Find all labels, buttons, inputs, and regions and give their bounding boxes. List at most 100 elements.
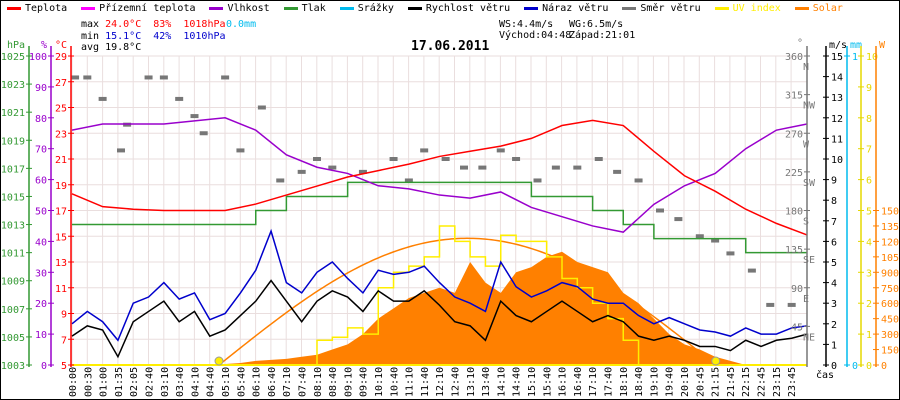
x-tick-label: 19:40 xyxy=(665,367,676,397)
x-tick-label: 01:00 xyxy=(99,367,110,397)
solar-axis-tick-label: 1200 xyxy=(881,237,899,248)
direction-axis-tick-label: 135 xyxy=(785,245,803,256)
humidity-axis-tick-label: 30 xyxy=(35,268,47,279)
wind-axis-unit: m/s xyxy=(829,40,847,51)
wind-direction-mark xyxy=(613,169,622,174)
wind-direction-mark xyxy=(144,75,153,80)
temperature-axis-tick-label: 7 xyxy=(61,335,67,346)
x-tick-label: 05:10 xyxy=(221,367,232,397)
solar-axis-tick-label: 150 xyxy=(881,346,899,357)
humidity-axis-tick-label: 20 xyxy=(35,299,47,310)
sunset-marker xyxy=(711,356,721,366)
legend-label: Teplota xyxy=(25,3,68,14)
x-tick-label: 12:40 xyxy=(451,367,462,397)
humidity-axis-tick-label: 70 xyxy=(35,145,47,156)
wind-direction-mark xyxy=(460,165,468,170)
x-tick-label: 18:40 xyxy=(634,367,645,397)
temperature-axis-tick-label: 21 xyxy=(55,155,67,166)
stats-max-row: max 24.0°C 83% 1018hPa xyxy=(81,19,226,30)
rain-axis-unit: mm xyxy=(850,40,862,51)
wind-speed-line xyxy=(71,279,808,359)
uv-axis-tick-label: 4 xyxy=(866,237,872,248)
temperature-axis-tick-label: 23 xyxy=(55,129,67,140)
pressure-axis-tick-label: 1005 xyxy=(1,333,25,344)
clear-sky-curve xyxy=(218,237,716,366)
humidity-axis-tick-label: 0 xyxy=(41,361,47,372)
legend-label: Směr větru xyxy=(640,3,701,14)
direction-label: W xyxy=(803,139,810,150)
wind-direction-mark xyxy=(190,114,199,119)
temperature-axis-tick-label: 15 xyxy=(55,232,67,243)
legend-label: Solar xyxy=(812,3,843,14)
wind-axis-tick-label: 15 xyxy=(831,52,843,63)
temperature-line xyxy=(71,119,808,236)
wind-axis-tick-label: 11 xyxy=(831,134,843,145)
sunrise: Východ:04:48 xyxy=(499,30,572,41)
direction-axis-tick-label: 180 xyxy=(785,207,803,218)
x-tick-label: 02:05 xyxy=(129,367,140,397)
pressure-axis-tick-label: 1009 xyxy=(1,277,25,288)
max-temp: 24.0°C xyxy=(105,19,142,30)
x-tick-label: 08:10 xyxy=(313,367,324,397)
x-tick-label: 14:10 xyxy=(496,367,507,397)
stats-min-row: min 15.1°C 42% 1010hPa xyxy=(81,31,226,42)
x-tick-label: 10:40 xyxy=(389,367,400,397)
uv-axis-tick-label: 5 xyxy=(866,207,872,218)
x-tick-label: 21:15 xyxy=(711,367,722,397)
rain-total: 0.0mm xyxy=(226,19,257,30)
avg-temp: 19.8°C xyxy=(105,42,142,53)
legend-label: Vlhkost xyxy=(227,3,270,14)
temperature-axis-tick-label: 13 xyxy=(55,258,67,269)
wind-axis-tick-label: 13 xyxy=(831,93,843,104)
legend-label: UV index xyxy=(732,3,781,14)
wind-direction-mark xyxy=(98,96,107,101)
x-tick-label: 16:10 xyxy=(558,367,569,397)
solar-axis-tick-label: 1350 xyxy=(881,222,899,233)
direction-axis-tick-label: 90 xyxy=(791,284,803,295)
x-tick-label: 13:40 xyxy=(481,367,492,397)
pressure-axis-tick-label: 1007 xyxy=(1,305,25,316)
rain-axis-tick-label: 0 xyxy=(852,361,858,372)
wind-direction-mark xyxy=(695,234,704,239)
humidity-axis-tick-label: 80 xyxy=(35,114,47,125)
x-tick-label: 05:40 xyxy=(236,367,247,397)
min-humidity: 42% xyxy=(153,31,172,42)
min-pressure: 1010hPa xyxy=(183,31,226,42)
x-tick-label: 04:10 xyxy=(190,367,201,397)
wind-direction-mark xyxy=(199,131,208,136)
x-tick-label: 23:45 xyxy=(787,367,798,397)
legend-swatch xyxy=(622,7,637,10)
wind-direction-mark xyxy=(573,165,582,170)
solar-axis-unit: W xyxy=(879,40,886,51)
x-tick-label: 06:40 xyxy=(267,367,278,397)
wind-direction-mark xyxy=(711,238,720,243)
wind-direction-mark xyxy=(656,208,664,213)
x-tick-label: 09:40 xyxy=(359,367,370,397)
x-tick-label: 22:45 xyxy=(757,367,768,397)
x-tick-label: 15:10 xyxy=(527,367,538,397)
direction-label: SW xyxy=(803,178,816,189)
wind-direction-mark xyxy=(117,148,125,153)
wind-axis-tick-label: 14 xyxy=(831,73,843,84)
uv-axis-tick-label: 9 xyxy=(866,83,872,94)
pressure-axis-tick-label: 1017 xyxy=(1,164,25,175)
legend-item: Náraz větru xyxy=(524,3,608,14)
legend-item: UV index xyxy=(714,3,781,14)
legend-item: Přízemní teplota xyxy=(81,3,195,14)
pressure-axis-tick-label: 1019 xyxy=(1,136,25,147)
legend-swatch xyxy=(283,7,298,10)
x-tick-label: 23:15 xyxy=(772,367,783,397)
x-tick-label: 03:10 xyxy=(160,367,171,397)
wind-direction-mark xyxy=(478,165,487,170)
uv-axis-tick-label: 3 xyxy=(866,268,872,279)
wind-axis-tick-label: 4 xyxy=(831,279,837,290)
legend-item: Teplota xyxy=(7,3,67,14)
temperature-axis-tick-label: 9 xyxy=(61,310,67,321)
humidity-axis-tick-label: 50 xyxy=(35,207,47,218)
temperature-axis-unit: °C xyxy=(55,40,67,51)
wind-direction-mark xyxy=(358,169,367,174)
x-tick-label: 16:40 xyxy=(573,367,584,397)
direction-label: NE xyxy=(803,332,815,343)
wind-axis-tick-label: 2 xyxy=(831,320,837,331)
humidity-axis-tick-label: 90 xyxy=(35,83,47,94)
